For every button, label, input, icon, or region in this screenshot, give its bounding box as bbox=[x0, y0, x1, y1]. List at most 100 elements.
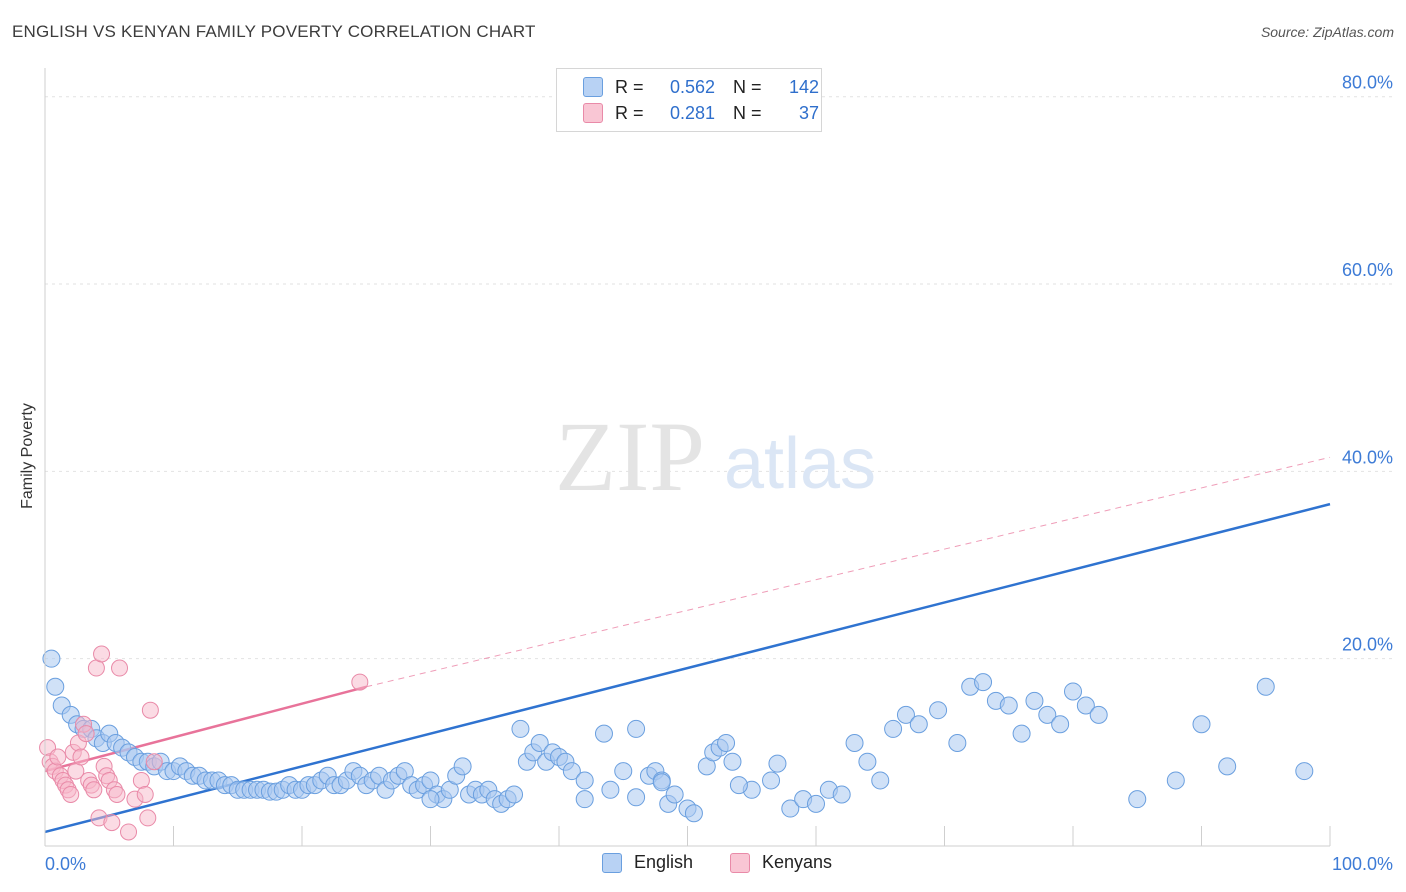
english-point bbox=[1192, 715, 1211, 734]
english-point bbox=[684, 804, 703, 823]
kenyan-trend-line bbox=[44, 685, 367, 773]
n-label: N = bbox=[733, 102, 762, 123]
legend-label-kenyans: Kenyans bbox=[762, 852, 833, 872]
legend-item-english[interactable]: English bbox=[602, 852, 693, 873]
english-point bbox=[999, 696, 1018, 715]
english-point bbox=[453, 757, 472, 776]
english-point bbox=[575, 790, 594, 809]
english-point bbox=[884, 719, 903, 738]
english-point bbox=[858, 752, 877, 771]
x-tick-label: 100.0% bbox=[1332, 854, 1393, 874]
english-trend-line bbox=[44, 502, 1331, 834]
watermark-zip: ZIP bbox=[555, 401, 705, 512]
kenyan-point bbox=[49, 748, 67, 766]
legend-row-kenyans: R = 0.281 N = 37 bbox=[583, 101, 819, 125]
trend-layer bbox=[44, 456, 1331, 834]
grid-layer bbox=[45, 96, 1392, 660]
english-point bbox=[1051, 715, 1070, 734]
kenyan-trend-extension bbox=[366, 456, 1331, 688]
english-point bbox=[1064, 682, 1082, 701]
english-point bbox=[575, 771, 594, 790]
kenyan-swatch bbox=[583, 103, 603, 123]
r-value: 0.562 bbox=[669, 76, 715, 97]
kenyan-point bbox=[120, 823, 138, 841]
legend-item-kenyans[interactable]: Kenyans bbox=[730, 852, 832, 873]
english-point bbox=[627, 719, 646, 738]
english-swatch bbox=[583, 77, 603, 97]
n-value: 37 bbox=[798, 102, 819, 123]
points-layer bbox=[39, 645, 1314, 841]
kenyan-point bbox=[108, 785, 126, 803]
correlation-legend: R = 0.562 N = 142 R = 0.281 N = 37 bbox=[556, 68, 822, 132]
legend-row-english: R = 0.562 N = 142 bbox=[583, 75, 819, 99]
english-point bbox=[832, 785, 851, 804]
english-point bbox=[594, 724, 613, 743]
english-point bbox=[421, 790, 440, 809]
english-point bbox=[665, 785, 684, 804]
kenyan-point bbox=[136, 785, 154, 803]
r-label: R = bbox=[615, 76, 644, 97]
english-point bbox=[948, 733, 967, 752]
english-point bbox=[46, 677, 65, 696]
english-point bbox=[909, 715, 928, 734]
y-tick-label: 60.0% bbox=[1342, 260, 1393, 280]
kenyan-point bbox=[85, 781, 103, 799]
english-point bbox=[845, 733, 864, 752]
english-point bbox=[1012, 724, 1031, 743]
english-point bbox=[807, 794, 825, 813]
kenyan-point bbox=[141, 701, 159, 719]
english-point bbox=[781, 799, 800, 818]
kenyan-point bbox=[145, 753, 163, 771]
english-point bbox=[929, 701, 948, 720]
english-point bbox=[530, 733, 549, 752]
english-point bbox=[42, 649, 61, 668]
english-point bbox=[562, 762, 581, 781]
english-point bbox=[1038, 705, 1057, 724]
english-point bbox=[1218, 757, 1237, 776]
legend-label-english: English bbox=[634, 852, 694, 872]
english-point bbox=[723, 752, 742, 771]
english-point bbox=[1025, 691, 1044, 710]
english-point bbox=[627, 788, 646, 807]
english-point bbox=[1076, 696, 1095, 715]
english-point bbox=[974, 673, 993, 692]
kenyan-point bbox=[62, 785, 80, 803]
y-tick-label: 20.0% bbox=[1342, 635, 1393, 655]
english-point bbox=[717, 733, 736, 752]
english-point bbox=[1089, 705, 1108, 724]
kenyan-point bbox=[111, 659, 129, 677]
english-point bbox=[1128, 790, 1147, 809]
kenyan-point bbox=[351, 673, 369, 691]
n-label: N = bbox=[733, 76, 762, 97]
english-point bbox=[896, 705, 915, 724]
english-point bbox=[601, 780, 620, 799]
axis-layer: 20.0% 40.0% 60.0% 80.0% 0.0% 100.0% bbox=[44, 68, 1393, 874]
watermark-atlas: atlas bbox=[724, 424, 876, 504]
english-point bbox=[762, 771, 781, 790]
english-point bbox=[614, 762, 633, 781]
kenyan-point bbox=[139, 809, 157, 827]
english-point bbox=[505, 785, 524, 804]
x-tick-label: 0.0% bbox=[45, 854, 86, 874]
english-point bbox=[511, 719, 530, 738]
english-swatch bbox=[602, 852, 622, 873]
kenyan-point bbox=[77, 725, 95, 743]
series-legend: English Kenyans bbox=[0, 852, 1406, 878]
english-point bbox=[871, 771, 890, 790]
y-tick-label: 40.0% bbox=[1342, 447, 1393, 467]
english-point bbox=[768, 754, 787, 773]
r-label: R = bbox=[615, 102, 644, 123]
kenyan-swatch bbox=[730, 852, 750, 873]
english-point bbox=[1295, 762, 1314, 781]
kenyan-point bbox=[103, 814, 121, 832]
source-label: Source: ZipAtlas.com bbox=[1260, 24, 1394, 40]
english-point bbox=[1256, 677, 1275, 696]
watermark: ZIP atlas bbox=[555, 401, 876, 512]
y-tick-label: 80.0% bbox=[1342, 73, 1393, 93]
english-point bbox=[729, 776, 748, 795]
chart-title: ENGLISH VS KENYAN FAMILY POVERTY CORRELA… bbox=[12, 22, 536, 41]
kenyan-point bbox=[132, 771, 150, 789]
english-point bbox=[652, 773, 671, 792]
english-point bbox=[1166, 771, 1185, 790]
